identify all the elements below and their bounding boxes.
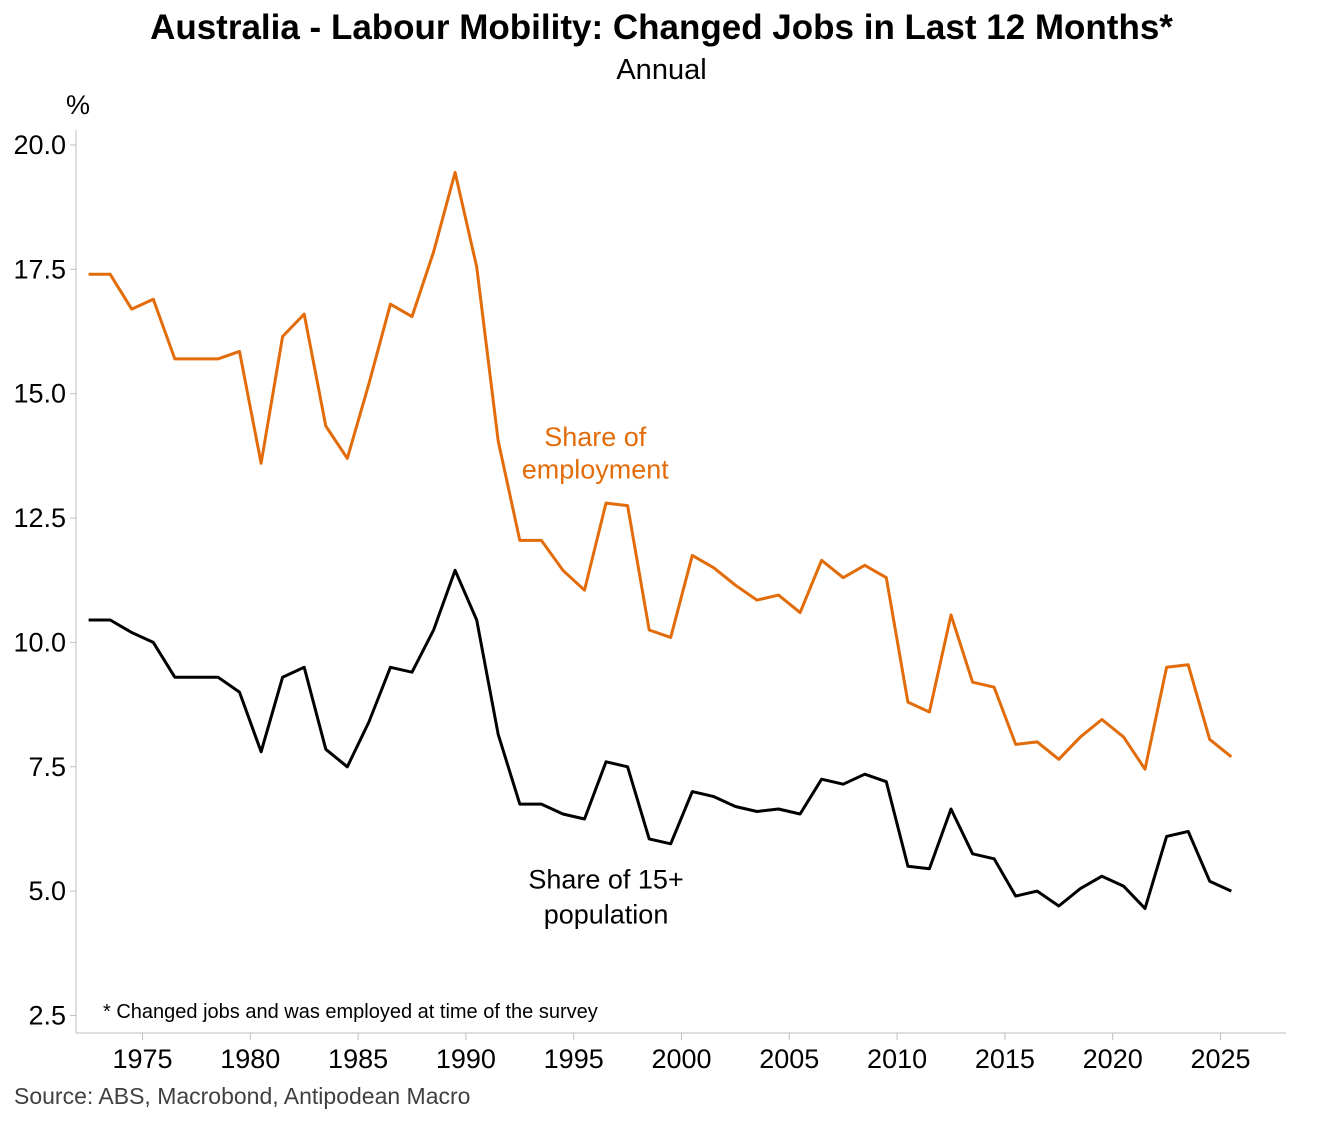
y-tick-label: 5.0 <box>28 876 66 906</box>
x-tick-label: 1980 <box>220 1044 280 1074</box>
y-tick-label: 10.0 <box>13 627 66 657</box>
y-axis-unit-label: % <box>66 90 90 120</box>
source-note: Source: ABS, Macrobond, Antipodean Macro <box>14 1083 471 1109</box>
x-tick-label: 2005 <box>759 1044 819 1074</box>
axes: 2.5 5.0 7.5 10.0 12.5 15.0 17.5 20.0 1975 1980 198… <box>13 130 1286 1074</box>
y-tick-label: 12.5 <box>13 503 66 533</box>
series-label-employment: employment <box>522 454 670 484</box>
y-tick-label: 2.5 <box>28 1000 66 1030</box>
series-line-employment <box>88 170 1233 771</box>
x-tick-label: 2010 <box>867 1044 927 1074</box>
series-label-population: Share of 15+ <box>528 865 683 895</box>
series-label-population: population <box>544 899 669 929</box>
y-tick-label: 15.0 <box>13 379 66 409</box>
series-label-employment: Share of <box>544 422 647 452</box>
x-tick-label: 1985 <box>328 1044 388 1074</box>
x-tick-label: 2015 <box>975 1044 1035 1074</box>
series-layer <box>88 170 1233 910</box>
y-tick-label: 20.0 <box>13 130 66 160</box>
footnote: * Changed jobs and was employed at time … <box>103 1001 598 1023</box>
x-tick-label: 2020 <box>1083 1044 1143 1074</box>
chart-subtitle: Annual <box>616 54 707 86</box>
x-tick-label: 1975 <box>112 1044 172 1074</box>
x-tick-label: 1995 <box>544 1044 604 1074</box>
y-tick-label: 7.5 <box>28 752 66 782</box>
y-tick-label: 17.5 <box>13 254 66 284</box>
series-line-population <box>88 568 1232 910</box>
x-tick-label: 2000 <box>651 1044 711 1074</box>
x-tick-label: 1990 <box>436 1044 496 1074</box>
chart-title: Australia - Labour Mobility: Changed Job… <box>150 8 1173 47</box>
x-tick-label: 2025 <box>1190 1044 1250 1074</box>
